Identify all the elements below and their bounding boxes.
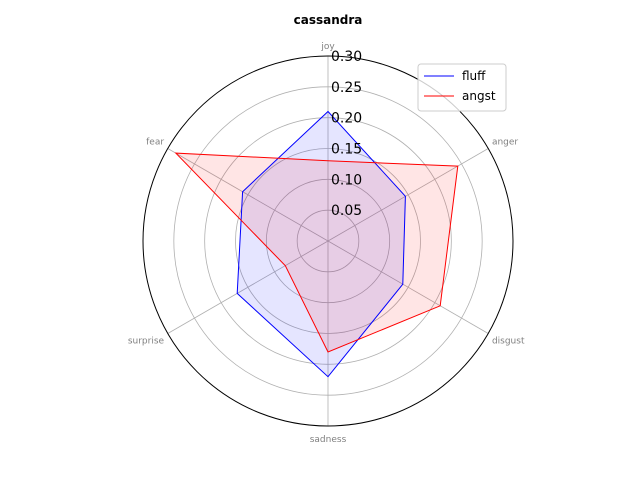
grid-layer — [142, 55, 514, 427]
chart-title: cassandra — [294, 13, 363, 27]
radial-tick-label: 0.05 — [331, 203, 362, 219]
category-label-sadness: sadness — [310, 435, 347, 445]
legend-label-fluff: fluff — [462, 69, 486, 83]
radial-tick-labels: 0.05 0.10 0.15 0.20 0.25 0.30 — [331, 49, 362, 219]
legend-label-angst: angst — [462, 89, 496, 103]
radial-tick-label: 0.15 — [331, 142, 362, 158]
series-area-angst — [175, 153, 458, 352]
category-label-fear: fear — [146, 138, 164, 148]
category-label-joy: joy — [320, 42, 335, 52]
spoke-surprise — [167, 240, 329, 334]
category-label-disgust: disgust — [492, 337, 525, 347]
radial-tick-label: 0.25 — [331, 80, 362, 96]
radial-tick-label: 0.20 — [331, 111, 362, 127]
series-area-fluff — [237, 111, 406, 377]
outer-frame-ring — [142, 55, 514, 427]
spoke-anger — [327, 148, 489, 242]
legend: fluff angst — [417, 63, 507, 112]
radial-tick-label: 0.30 — [331, 49, 362, 65]
series-line-fluff — [236, 110, 406, 378]
spoke-fear — [167, 148, 329, 242]
radial-tick-label: 0.10 — [331, 172, 362, 188]
series-layer — [174, 110, 459, 378]
category-label-anger: anger — [492, 138, 518, 148]
series-line-angst — [174, 152, 459, 353]
category-label-surprise: surprise — [128, 337, 165, 347]
spoke-disgust — [327, 240, 489, 334]
category-labels: joy anger disgust sadness surprise fear — [128, 42, 525, 445]
